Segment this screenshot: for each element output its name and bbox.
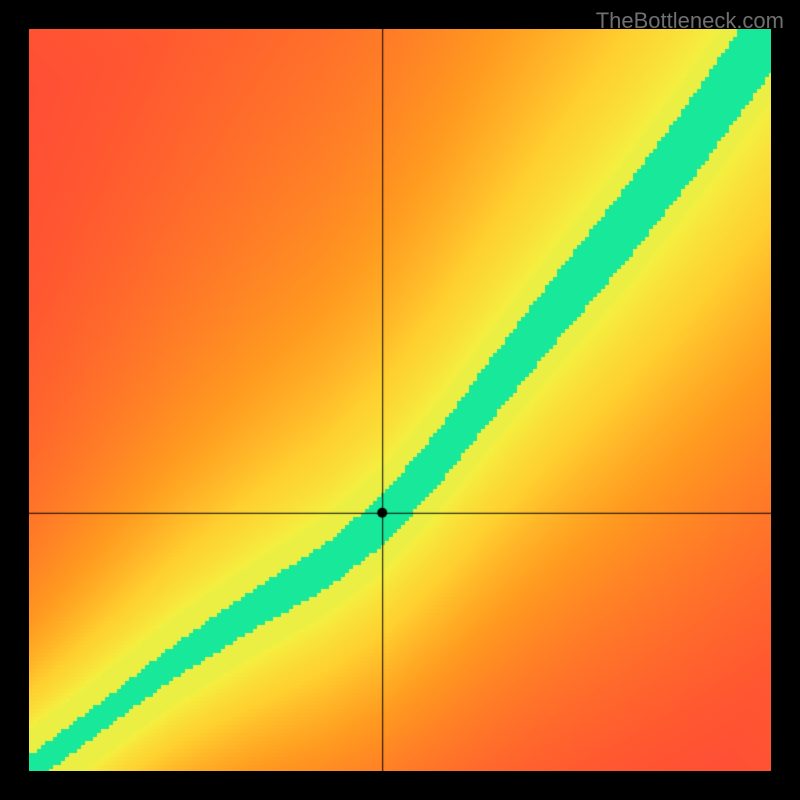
chart-container: TheBottleneck.com: [0, 0, 800, 800]
watermark-text: TheBottleneck.com: [596, 8, 784, 34]
heatmap-canvas: [29, 29, 771, 771]
